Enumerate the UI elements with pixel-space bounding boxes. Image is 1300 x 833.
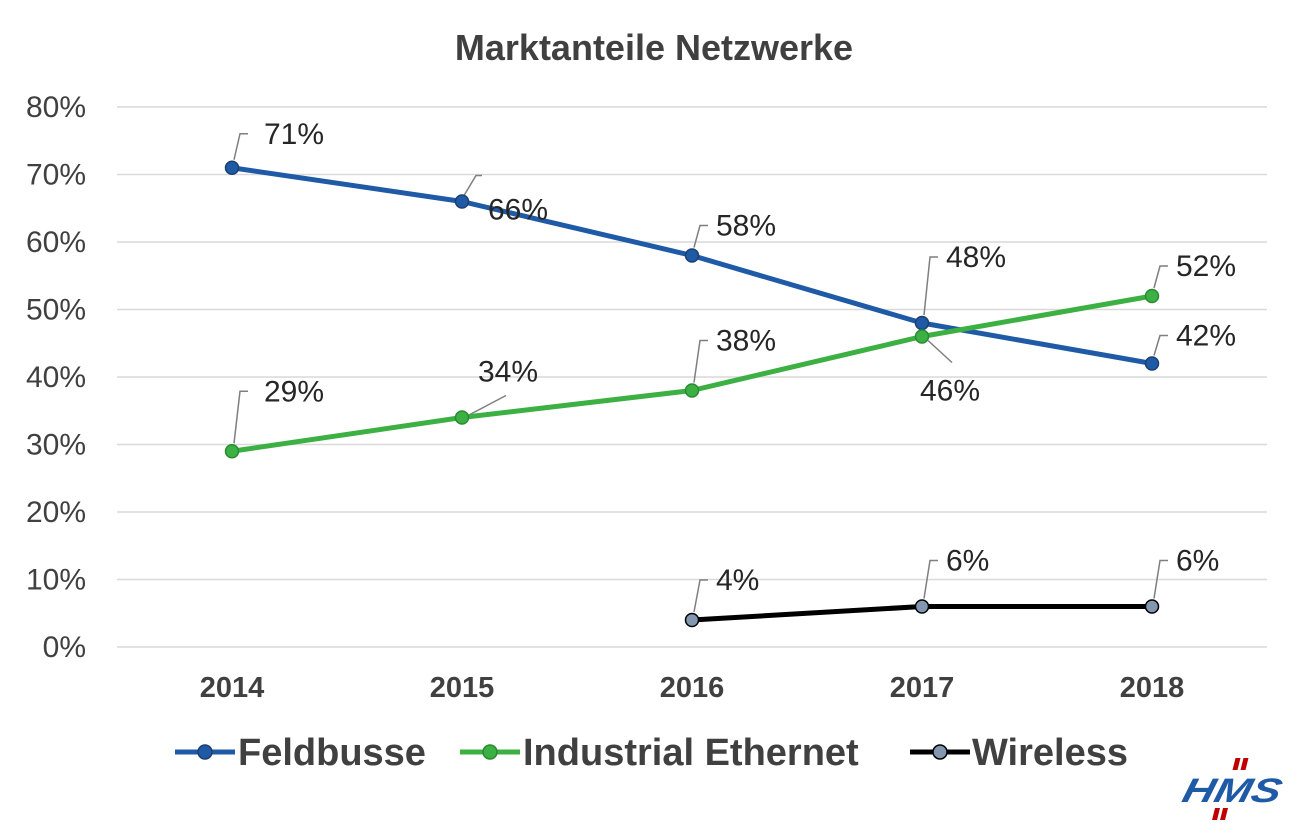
data-labels: 71% 66% 58% 48% 42% 29% 34% 38% 46% 52% 4% 6% 6% (264, 118, 1236, 597)
legend-entry: Feldbusse (238, 732, 426, 774)
data-point (914, 315, 930, 331)
hms-logo-text: HMS (1179, 772, 1286, 809)
y-tick-label: 20% (26, 496, 86, 529)
data-point (684, 612, 700, 628)
data-label-leader (1153, 559, 1168, 599)
data-label-leader (1153, 334, 1168, 356)
data-label-leader (927, 339, 953, 364)
series-line (229, 165, 1155, 366)
data-point (684, 248, 700, 263)
data-label-leaders (233, 133, 1168, 613)
series-lines (224, 160, 1160, 628)
data-point (454, 194, 470, 209)
x-axis-ticks: 2014 2015 2016 2017 2018 (200, 672, 1185, 704)
x-tick-label: 2016 (660, 672, 725, 704)
y-tick-label: 30% (26, 429, 86, 462)
data-point (1144, 356, 1160, 371)
data-label: 29% (264, 375, 324, 408)
x-tick-label: 2014 (200, 672, 265, 704)
legend-swatch-marker (932, 744, 948, 760)
data-label: 52% (1176, 250, 1236, 283)
data-point (914, 599, 930, 614)
data-label: 48% (946, 241, 1006, 274)
hms-logo-slash (1232, 758, 1241, 770)
x-tick-label: 2017 (890, 672, 955, 704)
data-label-leader (693, 224, 708, 248)
data-label-leader (463, 174, 482, 196)
data-label: 6% (1176, 545, 1219, 578)
chart-title: Marktanteile Netzwerke (455, 27, 853, 68)
y-tick-label: 40% (26, 361, 86, 394)
hms-logo-slash (1220, 808, 1229, 820)
data-label: 46% (920, 375, 980, 408)
hms-logo: HMS (1179, 758, 1286, 820)
data-label: 71% (264, 118, 324, 151)
data-label: 58% (716, 210, 776, 243)
legend-entry: Industrial Ethernet (523, 732, 859, 774)
grid-lines (117, 106, 1267, 648)
data-label-leader (233, 390, 248, 444)
data-label-leader (923, 559, 938, 599)
data-label: 38% (716, 325, 776, 358)
data-point (224, 160, 240, 175)
data-point (1144, 599, 1160, 614)
data-label-leader (693, 339, 708, 383)
data-label-leader (923, 256, 938, 316)
data-label-leader (233, 133, 248, 160)
x-tick-label: 2015 (430, 672, 495, 704)
data-label: 4% (716, 564, 759, 597)
y-tick-label: 70% (26, 159, 86, 192)
data-label-leader (1153, 265, 1168, 289)
legend-swatch-marker (482, 744, 498, 760)
x-tick-label: 2018 (1120, 672, 1185, 704)
legend-swatch-marker (197, 744, 213, 760)
data-point (914, 329, 930, 344)
y-axis-ticks: 0% 10% 20% 30% 40% 50% 60% 70% 80% (26, 91, 86, 664)
y-tick-label: 60% (26, 226, 86, 259)
data-point (454, 410, 470, 425)
data-point (224, 444, 240, 459)
y-tick-label: 50% (26, 294, 86, 327)
data-point (684, 383, 700, 398)
data-label: 66% (488, 194, 548, 227)
hms-logo-slash (1240, 758, 1249, 770)
series-line (229, 293, 1155, 454)
y-tick-label: 0% (43, 631, 86, 664)
data-label: 34% (478, 356, 538, 389)
hms-logo-slash (1212, 808, 1221, 820)
data-label-leader (467, 394, 507, 417)
y-tick-label: 10% (26, 564, 86, 597)
legend-entry: Wireless (972, 732, 1128, 774)
y-tick-label: 80% (26, 91, 86, 124)
data-point (1144, 288, 1160, 304)
data-label: 6% (946, 545, 989, 578)
legend: Feldbusse Industrial Ethernet Wireless (175, 732, 1128, 774)
data-label-leader (693, 579, 708, 613)
data-label: 42% (1176, 320, 1236, 353)
